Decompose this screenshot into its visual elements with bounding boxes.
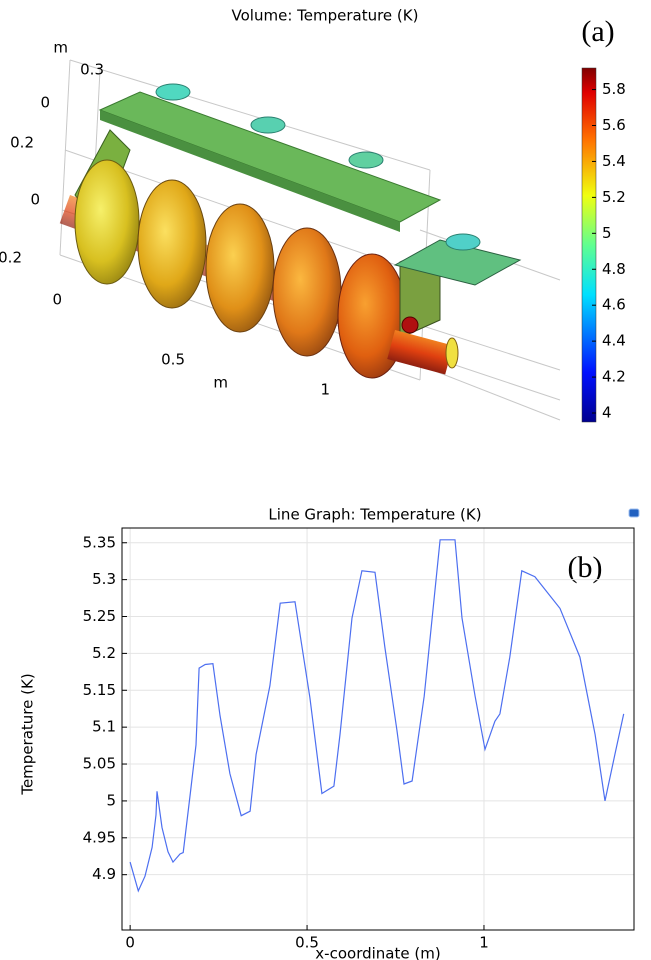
colorbar-tick-label: 5.8: [602, 80, 626, 98]
chart-title: Line Graph: Temperature (K): [268, 506, 481, 524]
colorbar-tick-label: 4.4: [602, 332, 626, 350]
x-tick-label: 1: [479, 934, 489, 952]
colorbar-tick-label: 5.4: [602, 152, 626, 170]
axis-text: 0: [52, 291, 62, 309]
colorbar-tick-label: 4.8: [602, 260, 626, 278]
y-tick-label: 4.9: [92, 865, 116, 883]
colorbar-tick-label: 5.2: [602, 188, 626, 206]
render-3d: [59, 59, 561, 421]
axis-text: 0: [40, 94, 50, 112]
y-tick-label: 5: [106, 791, 116, 809]
y-tick-label: 5.2: [92, 644, 116, 662]
y-tick-label: 5.15: [83, 681, 116, 699]
line-series: [129, 539, 625, 893]
chart-title: Volume: Temperature (K): [232, 7, 419, 25]
colorbar-tick-label: 4.2: [602, 368, 626, 386]
colorbar-tick-label: 5: [602, 224, 612, 242]
colorbar-tick-label: 4: [602, 404, 612, 422]
plot-frame: [121, 527, 635, 931]
axis-text: -0.2: [0, 249, 22, 267]
x-axis-label: x-coordinate (m): [315, 945, 440, 960]
y-tick-label: 5.3: [92, 570, 116, 588]
colorbar-tick-label: 4.6: [602, 296, 626, 314]
axis-text: 0.2: [10, 134, 34, 152]
icon[interactable]: [628, 508, 640, 518]
y-tick-label: 5.1: [92, 718, 116, 736]
axis-text: 0.3: [80, 61, 104, 79]
colorbar-tick-label: 5.6: [602, 116, 626, 134]
y-tick-label: 4.95: [83, 828, 116, 846]
y-tick-label: 5.05: [83, 755, 116, 773]
x-tick-label: 0: [125, 934, 135, 952]
y-axis-label: Temperature (K): [19, 673, 37, 795]
axis-text: 0.5: [161, 351, 185, 369]
axis-text: m: [53, 39, 68, 57]
axis-text: 1: [320, 381, 330, 399]
axis-text: m: [213, 374, 228, 392]
colorbar: [581, 67, 597, 423]
panel-label: (a): [581, 15, 614, 48]
y-tick-label: 5.35: [83, 533, 116, 551]
x-tick-label: 0.5: [295, 934, 319, 952]
axis-text: 0: [30, 191, 40, 209]
y-tick-label: 5.25: [83, 607, 116, 625]
panel-label: (b): [568, 551, 603, 584]
